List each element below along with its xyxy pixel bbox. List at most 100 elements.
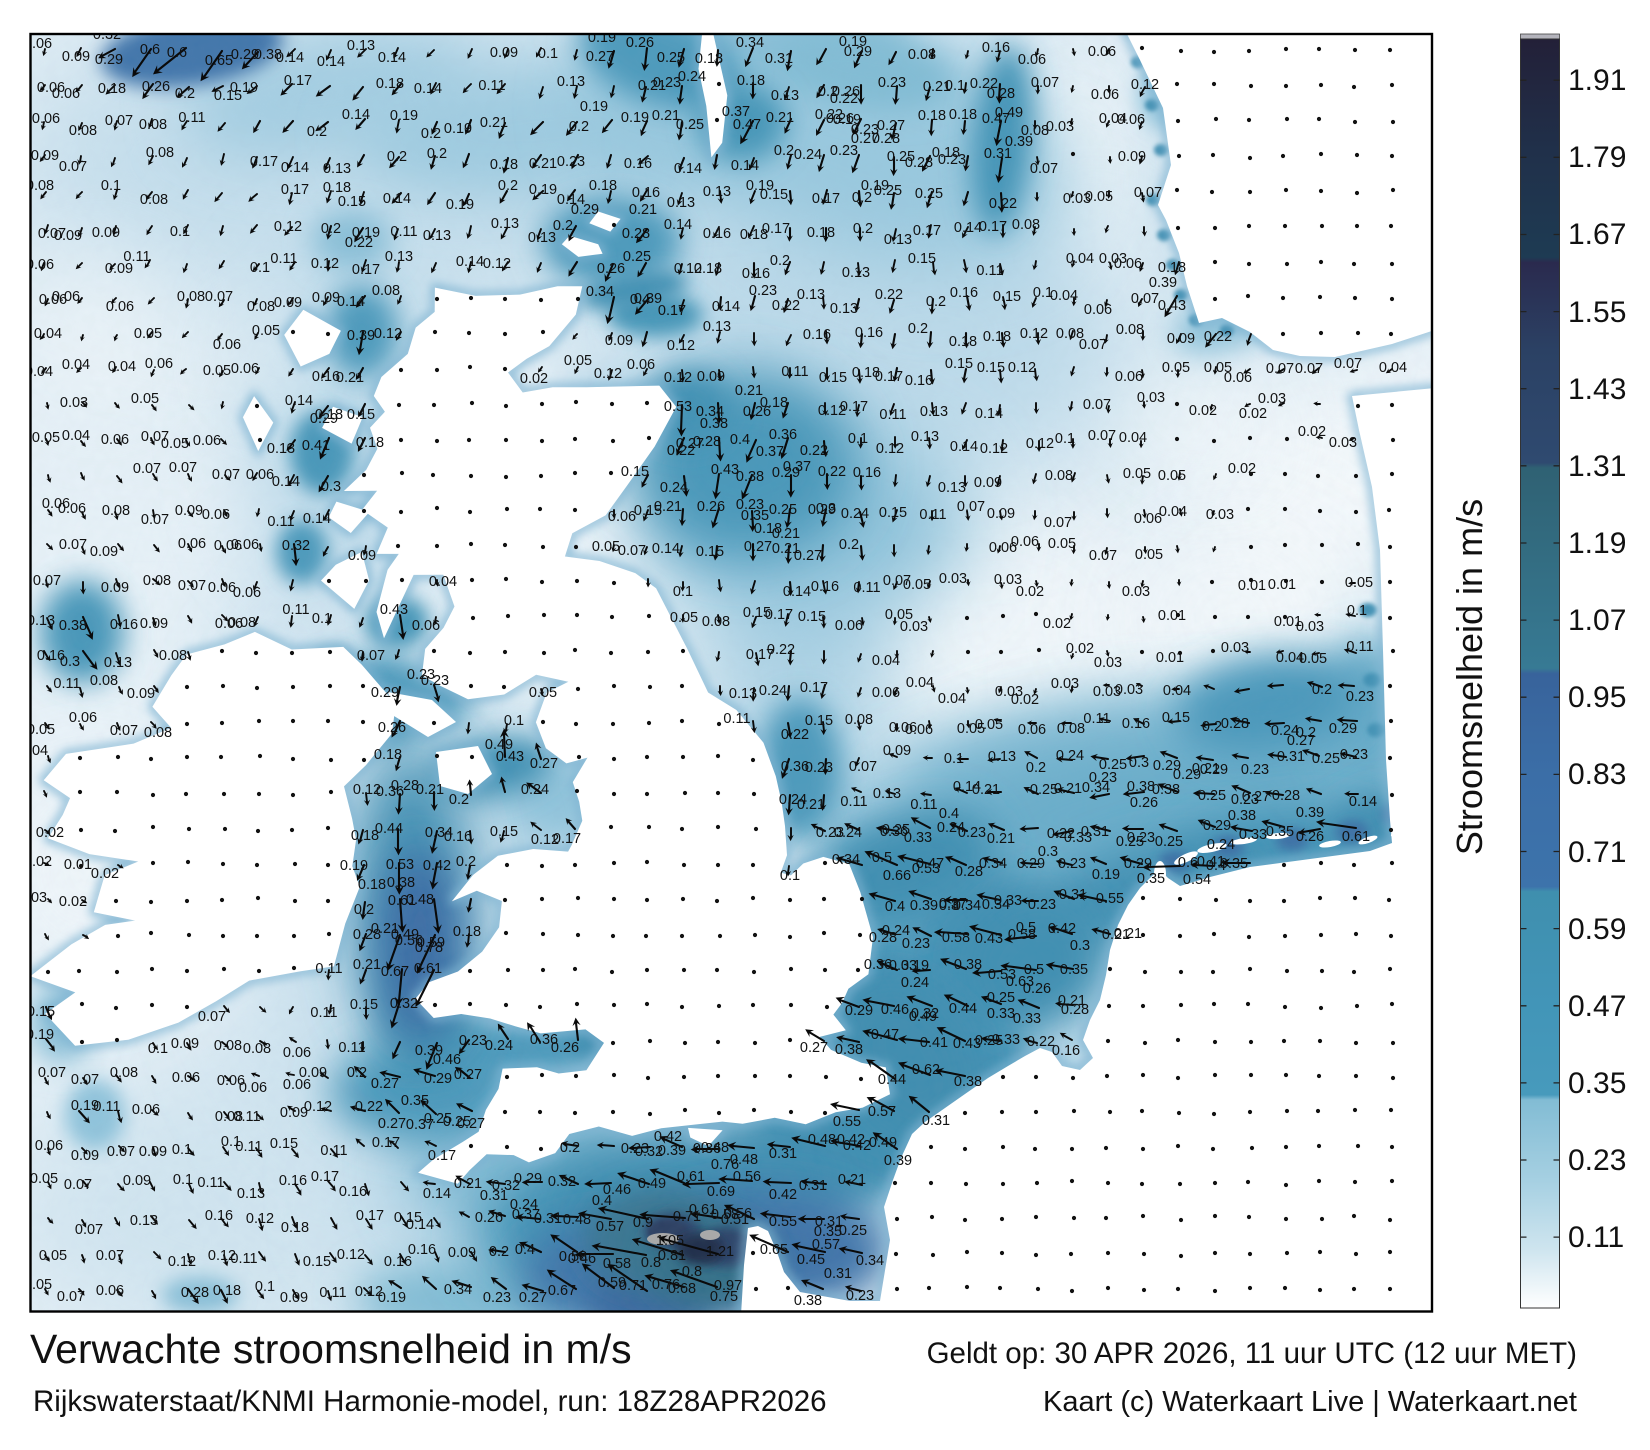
svg-text:0.34: 0.34 — [979, 856, 1007, 872]
svg-text:0.06: 0.06 — [178, 536, 206, 552]
svg-text:0.36: 0.36 — [781, 759, 809, 775]
svg-text:0.08: 0.08 — [140, 192, 168, 208]
svg-text:0.23: 0.23 — [830, 143, 858, 159]
svg-text:0.37: 0.37 — [722, 104, 750, 120]
svg-text:0.2: 0.2 — [449, 792, 469, 808]
svg-text:0.23: 0.23 — [621, 1141, 649, 1157]
svg-text:0.05: 0.05 — [252, 323, 280, 339]
svg-text:0.17: 0.17 — [840, 399, 868, 415]
svg-text:0.06: 0.06 — [1224, 370, 1252, 386]
svg-text:0.32: 0.32 — [282, 538, 310, 554]
svg-text:0.29: 0.29 — [845, 1003, 873, 1019]
svg-text:0.27: 0.27 — [371, 1076, 399, 1092]
svg-text:0.07: 0.07 — [1334, 356, 1362, 372]
svg-text:0.02: 0.02 — [1016, 584, 1044, 600]
svg-text:0.42: 0.42 — [1048, 921, 1076, 937]
svg-text:0.05: 0.05 — [1204, 360, 1232, 376]
svg-text:0.81: 0.81 — [658, 1248, 686, 1264]
svg-text:0.1: 0.1 — [538, 46, 558, 62]
svg-text:0.02: 0.02 — [1298, 424, 1326, 440]
svg-text:0.63: 0.63 — [1006, 974, 1034, 990]
svg-text:0.17: 0.17 — [913, 223, 941, 239]
svg-text:0.45: 0.45 — [797, 1252, 825, 1268]
svg-text:0.13: 0.13 — [667, 195, 695, 211]
svg-text:0.07: 0.07 — [1044, 515, 1072, 531]
svg-text:0.01: 0.01 — [1158, 608, 1186, 624]
svg-text:0.02: 0.02 — [520, 371, 548, 387]
svg-text:0.13: 0.13 — [911, 429, 939, 445]
svg-text:0.03: 0.03 — [1063, 191, 1091, 207]
svg-text:0.18: 0.18 — [351, 828, 379, 844]
svg-text:0.25: 0.25 — [987, 990, 1015, 1006]
svg-text:0.4: 0.4 — [630, 292, 650, 308]
svg-text:0.14: 0.14 — [674, 161, 702, 177]
svg-text:0.24: 0.24 — [510, 1197, 538, 1213]
svg-text:0.09: 0.09 — [62, 49, 90, 65]
svg-text:0.11: 0.11 — [319, 1285, 346, 1301]
svg-text:0.05: 0.05 — [27, 722, 55, 738]
svg-text:0.21: 0.21 — [987, 831, 1015, 847]
svg-text:0.05: 0.05 — [885, 607, 913, 623]
svg-text:0.22: 0.22 — [970, 76, 998, 92]
svg-text:0.11: 0.11 — [178, 110, 205, 126]
svg-text:0.21: 0.21 — [772, 541, 800, 557]
svg-text:0.42: 0.42 — [843, 1138, 871, 1154]
svg-text:0.17: 0.17 — [250, 154, 278, 170]
svg-text:0.18: 0.18 — [760, 395, 788, 411]
svg-text:0.35: 0.35 — [1220, 856, 1248, 872]
svg-text:0.1: 0.1 — [312, 611, 332, 627]
svg-text:0.24: 0.24 — [834, 825, 862, 841]
svg-text:0.21: 0.21 — [1058, 993, 1086, 1009]
svg-text:0.07: 0.07 — [883, 573, 911, 589]
svg-text:0.49: 0.49 — [391, 927, 419, 943]
svg-text:0.48: 0.48 — [730, 1152, 758, 1168]
svg-text:0.14: 0.14 — [652, 541, 680, 557]
svg-text:0.39: 0.39 — [1005, 134, 1033, 150]
svg-text:0.21: 0.21 — [1102, 927, 1130, 943]
svg-text:0.05: 0.05 — [134, 326, 162, 342]
svg-text:0.09: 0.09 — [605, 333, 633, 349]
svg-text:0.11: 0.11 — [910, 797, 937, 813]
svg-text:0.07: 0.07 — [96, 1248, 124, 1264]
svg-text:0.26: 0.26 — [378, 720, 406, 736]
svg-text:0.08: 0.08 — [177, 289, 205, 305]
svg-text:0.07: 0.07 — [1030, 161, 1058, 177]
svg-text:0.44: 0.44 — [878, 1072, 906, 1088]
svg-text:0.15: 0.15 — [270, 1136, 298, 1152]
svg-text:0.12: 0.12 — [274, 219, 302, 235]
svg-text:0.17: 0.17 — [281, 182, 309, 198]
svg-text:0.25: 0.25 — [623, 249, 651, 265]
svg-text:0.06: 0.06 — [1114, 256, 1142, 272]
svg-text:0.04: 0.04 — [872, 653, 900, 669]
svg-text:0.22: 0.22 — [815, 107, 843, 123]
svg-text:0.36: 0.36 — [864, 957, 892, 973]
svg-text:0.11: 0.11 — [315, 961, 342, 977]
svg-text:0.15: 0.15 — [879, 505, 907, 521]
svg-text:0.27: 0.27 — [1287, 733, 1315, 749]
svg-text:0.29: 0.29 — [1203, 818, 1231, 834]
svg-text:0.06: 0.06 — [37, 80, 65, 96]
svg-text:0.66: 0.66 — [883, 868, 911, 884]
svg-text:0.09: 0.09 — [1167, 331, 1195, 347]
svg-text:0.15: 0.15 — [760, 187, 788, 203]
svg-text:0.47: 0.47 — [982, 111, 1010, 127]
svg-text:0.07: 0.07 — [1295, 361, 1323, 377]
svg-text:0.14: 0.14 — [383, 191, 411, 207]
svg-text:0.57: 0.57 — [812, 1237, 840, 1253]
svg-text:0.01: 0.01 — [1156, 650, 1184, 666]
svg-text:0.11: 0.11 — [723, 711, 750, 727]
svg-text:0.31: 0.31 — [1081, 824, 1109, 840]
svg-text:0.09: 0.09 — [974, 475, 1002, 491]
svg-text:0.11: 0.11 — [781, 364, 808, 380]
svg-text:0.25: 0.25 — [1116, 834, 1144, 850]
svg-text:0.19: 0.19 — [340, 858, 368, 874]
svg-text:0.21: 0.21 — [766, 110, 794, 126]
svg-text:0.06: 0.06 — [412, 618, 440, 634]
svg-text:0.33: 0.33 — [1064, 830, 1092, 846]
svg-text:0.05: 0.05 — [161, 436, 189, 452]
svg-text:0.04: 0.04 — [1159, 504, 1187, 520]
svg-text:0.15: 0.15 — [490, 824, 518, 840]
svg-text:0.39: 0.39 — [1149, 275, 1177, 291]
svg-text:0.05: 0.05 — [30, 1171, 58, 1187]
svg-text:0.15: 0.15 — [743, 605, 771, 621]
